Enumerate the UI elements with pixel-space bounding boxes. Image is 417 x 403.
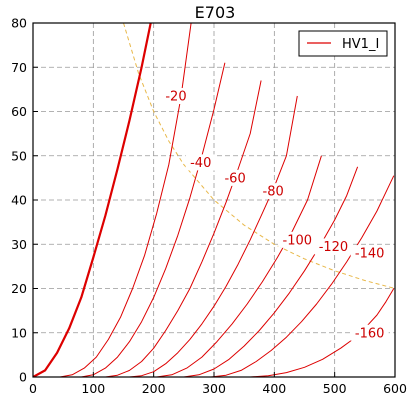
x-tick-label: 200 [142, 381, 166, 396]
series-line--80 [129, 95, 298, 377]
chart-title: E703 [195, 3, 236, 22]
curve-label: -60 [224, 171, 245, 186]
y-tick-label: 60 [11, 104, 27, 119]
curve-label-bg [314, 238, 353, 255]
x-tick-label: 300 [202, 381, 226, 396]
curve-label-bg [278, 231, 317, 248]
series-line--20 [60, 23, 192, 377]
curve-label: -100 [283, 233, 313, 248]
curve-label: -140 [355, 247, 385, 262]
y-tick-label: 0 [19, 370, 27, 385]
series-line--100 [156, 155, 322, 377]
curve-label-bg [350, 324, 389, 341]
curve-label: -20 [165, 90, 186, 105]
y-tick-label: 30 [11, 237, 27, 252]
dissipation-curve-layer [123, 23, 395, 289]
y-tick-label: 40 [11, 193, 27, 208]
y-tick-label: 50 [11, 148, 27, 163]
x-tick-label: 100 [81, 381, 105, 396]
dissipation-curve [123, 23, 395, 289]
y-tick-label: 20 [11, 281, 27, 296]
curve-label-bg [258, 183, 289, 200]
axis-ticks: 0 100 200 300 400 500 600 0 10 20 30 40 50 60 70 80 [11, 16, 407, 397]
curve-label-bg [160, 88, 191, 105]
curve-label: -40 [190, 156, 211, 171]
series-line-0 [33, 23, 152, 377]
series-line--160 [250, 288, 395, 377]
series-line--120 [183, 166, 359, 377]
x-tick-label: 400 [262, 381, 286, 396]
curve-labels: -20 -40 -60 -80 -100 -120 -140 -160 [160, 88, 389, 341]
curve-label: -160 [355, 326, 385, 341]
y-tick-label: 80 [11, 16, 27, 31]
curve-label-bg [350, 245, 389, 262]
y-tick-label: 10 [11, 325, 27, 340]
curve-label: -120 [319, 240, 349, 255]
grid [33, 23, 395, 377]
x-tick-label: 600 [383, 381, 407, 396]
curve-label: -80 [263, 185, 284, 200]
legend-label: HV1_I [342, 37, 379, 52]
series-line--140 [210, 175, 395, 377]
curve-label-bg [220, 169, 251, 186]
y-tick-label: 70 [11, 60, 27, 75]
x-tick-label: 500 [323, 381, 347, 396]
legend-box [298, 30, 388, 57]
curve-label-bg [185, 154, 216, 171]
legend: HV1_I [298, 30, 388, 57]
x-tick-label: 0 [29, 381, 37, 396]
